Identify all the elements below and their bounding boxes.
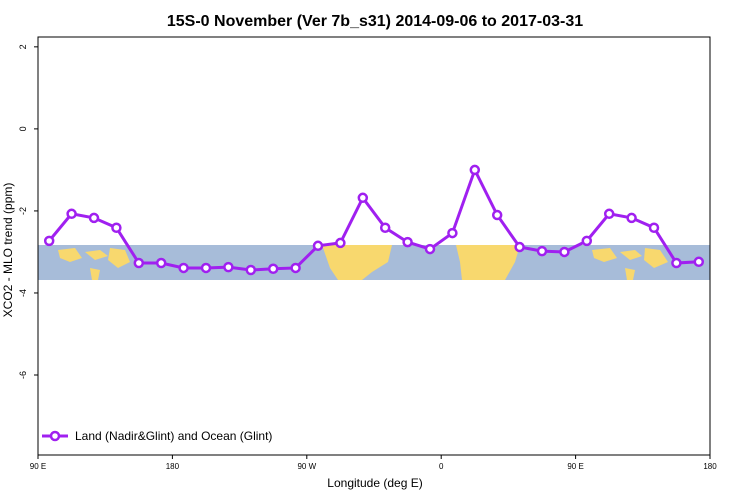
x-tick-label: 90 E: [30, 462, 46, 471]
x-tick-label: 180: [166, 462, 180, 471]
point: [267, 263, 279, 275]
point: [111, 222, 122, 233]
point: [290, 262, 301, 274]
point: [536, 245, 548, 257]
point: [66, 208, 77, 220]
point: [88, 212, 100, 224]
legend-marker: [49, 430, 61, 442]
y-tick-label: -6: [18, 371, 28, 379]
point: [335, 237, 346, 249]
point: [402, 236, 413, 248]
x-tick-label: 90 W: [297, 462, 316, 471]
y-tick-label: -2: [18, 207, 28, 215]
point: [671, 257, 682, 269]
y-tick-label: -4: [18, 289, 28, 297]
point: [559, 246, 570, 258]
point: [312, 240, 324, 252]
plot-frame: [37, 36, 711, 456]
point: [693, 256, 705, 268]
x-tick-label: 180: [703, 462, 717, 471]
point: [648, 222, 660, 233]
legend-label: Land (Nadir&Glint) and Ocean (Glint): [75, 429, 272, 443]
y-axis-label: XCO2 - MLO trend (ppm): [1, 183, 15, 318]
point: [379, 222, 391, 233]
point: [200, 262, 212, 274]
chart-title: 15S-0 November (Ver 7b_s31) 2014-09-06 t…: [167, 13, 583, 30]
point: [581, 235, 593, 247]
point: [626, 212, 637, 224]
point: [514, 241, 525, 253]
y-tick-label: 2: [18, 44, 28, 49]
point: [447, 227, 458, 239]
x-tick-label: 0: [439, 462, 444, 471]
x-axis-label: Longitude (deg E): [327, 476, 422, 490]
point: [469, 164, 481, 176]
point: [491, 209, 503, 221]
point: [223, 261, 234, 273]
point: [357, 192, 369, 204]
point: [603, 208, 615, 220]
point: [133, 257, 145, 269]
point: [43, 235, 55, 247]
point: [245, 264, 257, 276]
point: [424, 243, 436, 255]
point: [178, 262, 189, 274]
y-tick-label: 0: [18, 126, 28, 131]
x-tick-label: 90 E: [567, 462, 583, 471]
point: [155, 257, 167, 269]
